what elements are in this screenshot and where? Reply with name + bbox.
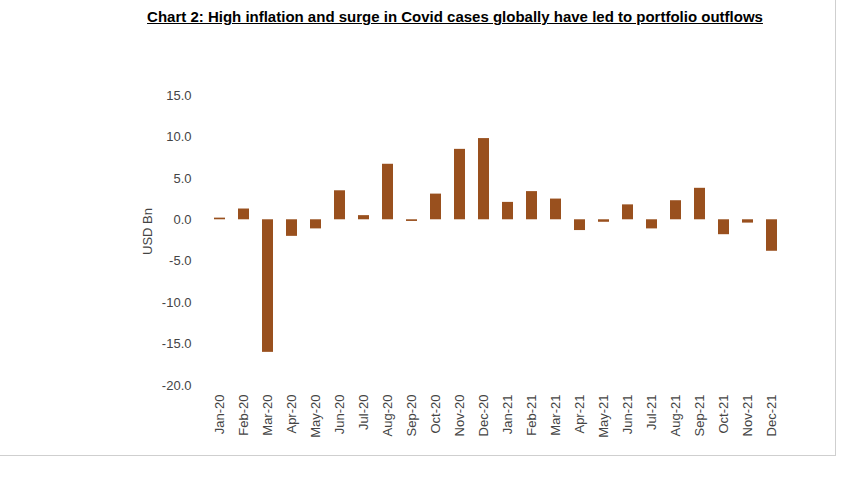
svg-text:Dec-21: Dec-21: [764, 395, 779, 437]
svg-text:Jul-20: Jul-20: [356, 395, 371, 430]
svg-text:May-20: May-20: [308, 395, 323, 438]
svg-text:Jun-21: Jun-21: [620, 395, 635, 435]
svg-text:-15.0: -15.0: [162, 336, 192, 351]
svg-text:Apr-20: Apr-20: [284, 395, 299, 434]
svg-text:Nov-21: Nov-21: [740, 395, 755, 437]
svg-text:Aug-20: Aug-20: [380, 395, 395, 437]
svg-text:Jul-21: Jul-21: [644, 395, 659, 430]
svg-text:-20.0: -20.0: [162, 378, 192, 393]
svg-text:-5.0: -5.0: [169, 253, 191, 268]
html-text:USD Bn: USD Bn: [140, 208, 155, 255]
svg-text:Jan-20: Jan-20: [212, 395, 227, 435]
svg-text:10.0: 10.0: [166, 129, 191, 144]
svg-text:15.0: 15.0: [166, 88, 191, 103]
svg-text:May-21: May-21: [596, 395, 611, 438]
svg-text:Feb-21: Feb-21: [524, 395, 539, 436]
svg-text:Nov-20: Nov-20: [452, 395, 467, 437]
svg-text:Dec-20: Dec-20: [476, 395, 491, 437]
svg-text:Oct-21: Oct-21: [716, 395, 731, 434]
svg-text:0.0: 0.0: [173, 212, 191, 227]
svg-text:5.0: 5.0: [173, 171, 191, 186]
svg-text:Jan-21: Jan-21: [500, 395, 515, 435]
svg-text:Mar-21: Mar-21: [548, 395, 563, 436]
svg-text:Sep-20: Sep-20: [404, 395, 419, 437]
svg-text:Jun-20: Jun-20: [332, 395, 347, 435]
svg-text:Sep-21: Sep-21: [692, 395, 707, 437]
svg-text:Aug-21: Aug-21: [668, 395, 683, 437]
svg-text:Feb-20: Feb-20: [236, 395, 251, 436]
svg-text:-10.0: -10.0: [162, 295, 192, 310]
svg-text:Oct-20: Oct-20: [428, 395, 443, 434]
svg-text:Mar-20: Mar-20: [260, 395, 275, 436]
html-text:Chart 2: High inflation and su: Chart 2: High inflation and surge in Cov…: [147, 8, 763, 25]
svg-text:Apr-21: Apr-21: [572, 395, 587, 434]
